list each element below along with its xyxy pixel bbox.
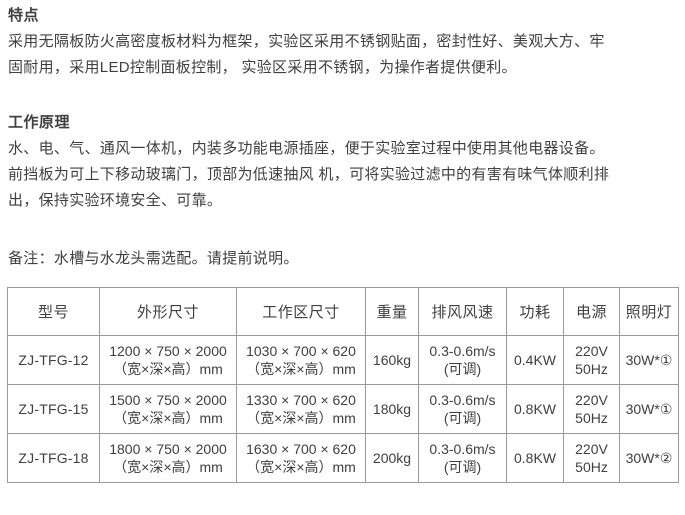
- header-lighting: 照明灯: [619, 287, 679, 336]
- header-air-speed: 排风风速: [418, 287, 507, 336]
- outer-size-note: （宽×深×高）mm: [113, 459, 223, 475]
- outer-size-note: （宽×深×高）mm: [113, 410, 223, 426]
- remark-note: 备注：水槽与水龙头需选配。请提前说明。: [8, 250, 299, 267]
- working-principle-heading: 工作原理: [8, 114, 71, 131]
- table-row: ZJ-TFG-12 1200 × 750 × 2000 （宽×深×高）mm 10…: [7, 335, 679, 385]
- outer-size-value: 1800 × 750 × 2000: [109, 441, 227, 457]
- cell-power: 0.8KW: [506, 433, 564, 483]
- spec-table-header-row: 型号 外形尺寸 工作区尺寸 重量 排风风速 功耗 电源 照明灯: [7, 287, 679, 336]
- air-speed-value: 0.3-0.6m/s: [429, 392, 496, 408]
- cell-air-speed: 0.3-0.6m/s (可调): [418, 384, 507, 434]
- air-speed-note: (可调): [443, 410, 482, 426]
- features-heading: 特点: [8, 7, 40, 24]
- cell-work-size: 1030 × 700 × 620 （宽×深×高）mm: [236, 335, 366, 385]
- work-size-value: 1630 × 700 × 620: [246, 441, 356, 457]
- air-speed-note: (可调): [443, 361, 482, 377]
- cell-model: ZJ-TFG-18: [7, 433, 100, 483]
- cell-outer-size: 1800 × 750 × 2000 （宽×深×高）mm: [99, 433, 237, 483]
- header-supply: 电源: [563, 287, 620, 336]
- cell-work-size: 1330 × 700 × 620 （宽×深×高）mm: [236, 384, 366, 434]
- voltage-value: 220V: [575, 343, 608, 359]
- header-model: 型号: [7, 287, 100, 336]
- cell-model: ZJ-TFG-15: [7, 384, 100, 434]
- working-principle-text-line: 前挡板为可上下移动玻璃门，顶部为低速抽风 机，可将实验过滤中的有害有味气体顺利排: [8, 166, 610, 183]
- working-principle-text-line: 水、电、气、通风一体机，内装多功能电源插座，便于实验室过程中使用其他电器设备。: [8, 140, 605, 157]
- voltage-value: 220V: [575, 441, 608, 457]
- cell-air-speed: 0.3-0.6m/s (可调): [418, 335, 507, 385]
- cell-supply: 220V 50Hz: [563, 335, 620, 385]
- air-speed-value: 0.3-0.6m/s: [429, 441, 496, 457]
- work-size-note: （宽×深×高）mm: [246, 459, 356, 475]
- working-principle-text-line: 出，保持实验环境安全、可靠。: [8, 192, 223, 209]
- frequency-value: 50Hz: [575, 361, 608, 377]
- work-size-value: 1330 × 700 × 620: [246, 392, 356, 408]
- spec-table: 型号 外形尺寸 工作区尺寸 重量 排风风速 功耗 电源 照明灯 ZJ-TFG-1…: [7, 287, 679, 483]
- cell-lighting: 30W*①: [619, 335, 679, 385]
- cell-weight: 180kg: [365, 384, 419, 434]
- features-text-line: 固耐用，采用LED控制面板控制， 实验区采用不锈钢，为操作者提供便利。: [8, 59, 517, 76]
- header-outer-size: 外形尺寸: [99, 287, 237, 336]
- frequency-value: 50Hz: [575, 459, 608, 475]
- cell-work-size: 1630 × 700 × 620 （宽×深×高）mm: [236, 433, 366, 483]
- cell-model: ZJ-TFG-12: [7, 335, 100, 385]
- cell-weight: 160kg: [365, 335, 419, 385]
- header-power: 功耗: [506, 287, 564, 336]
- cell-lighting: 30W*②: [619, 433, 679, 483]
- air-speed-value: 0.3-0.6m/s: [429, 343, 496, 359]
- cell-supply: 220V 50Hz: [563, 433, 620, 483]
- features-text-line: 采用无隔板防火高密度板材料为框架，实验区采用不锈钢贴面，密封性好、美观大方、牢: [8, 33, 605, 50]
- header-weight: 重量: [365, 287, 419, 336]
- section-features: 特点 采用无隔板防火高密度板材料为框架，实验区采用不锈钢贴面，密封性好、美观大方…: [8, 3, 678, 81]
- cell-weight: 200kg: [365, 433, 419, 483]
- cell-lighting: 30W*①: [619, 384, 679, 434]
- table-row: ZJ-TFG-18 1800 × 750 × 2000 （宽×深×高）mm 16…: [7, 433, 679, 483]
- voltage-value: 220V: [575, 392, 608, 408]
- outer-size-note: （宽×深×高）mm: [113, 361, 223, 377]
- table-row: ZJ-TFG-15 1500 × 750 × 2000 （宽×深×高）mm 13…: [7, 384, 679, 434]
- outer-size-value: 1500 × 750 × 2000: [109, 392, 227, 408]
- cell-air-speed: 0.3-0.6m/s (可调): [418, 433, 507, 483]
- frequency-value: 50Hz: [575, 410, 608, 426]
- cell-supply: 220V 50Hz: [563, 384, 620, 434]
- work-size-note: （宽×深×高）mm: [246, 361, 356, 377]
- air-speed-note: (可调): [443, 459, 482, 475]
- cell-power: 0.4KW: [506, 335, 564, 385]
- section-working-principle: 工作原理 水、电、气、通风一体机，内装多功能电源插座，便于实验室过程中使用其他电…: [8, 110, 678, 214]
- work-size-note: （宽×深×高）mm: [246, 410, 356, 426]
- header-work-size: 工作区尺寸: [236, 287, 366, 336]
- cell-outer-size: 1500 × 750 × 2000 （宽×深×高）mm: [99, 384, 237, 434]
- cell-power: 0.8KW: [506, 384, 564, 434]
- cell-outer-size: 1200 × 750 × 2000 （宽×深×高）mm: [99, 335, 237, 385]
- work-size-value: 1030 × 700 × 620: [246, 343, 356, 359]
- outer-size-value: 1200 × 750 × 2000: [109, 343, 227, 359]
- product-spec-document: 特点 采用无隔板防火高密度板材料为框架，实验区采用不锈钢贴面，密封性好、美观大方…: [7, 3, 679, 483]
